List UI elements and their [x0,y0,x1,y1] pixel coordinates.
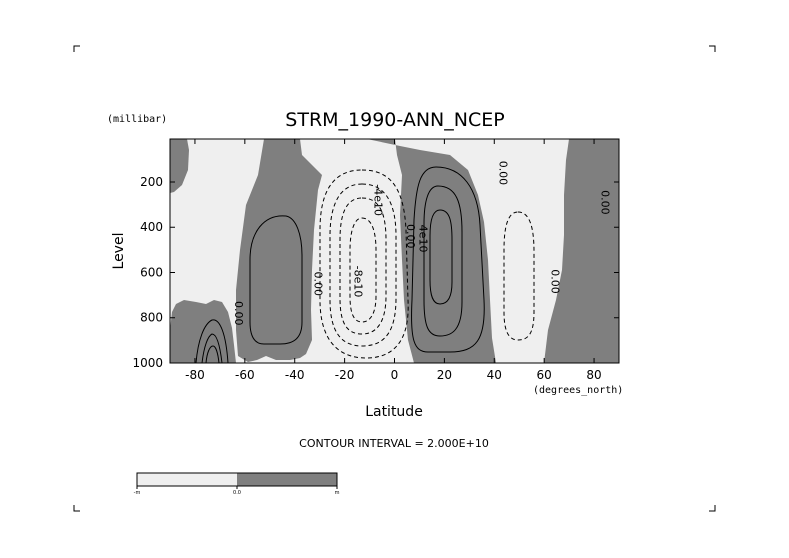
y-axis: 200 400 600 800 1000 [132,175,619,370]
x-tick-label: 80 [586,368,601,382]
contour-label: 0.00 [404,224,417,249]
contour-positive-2 [411,166,485,353]
positive-region-north [544,139,619,363]
y-tick-label: 600 [140,265,163,279]
contour-positive-3 [423,185,463,337]
y-tick-label: 200 [140,175,163,189]
x-tick-label: 20 [437,368,452,382]
contour-negative-1 [319,169,409,359]
contour-negative-2 [329,183,397,347]
x-axis-label: Latitude [365,404,423,420]
x-units: (degrees_north) [533,385,623,396]
chart-title: STRM_1990-ANN_NCEP [285,109,504,131]
positive-region-southern-cell [236,139,322,362]
contour-interval: CONTOUR INTERVAL = 2.000E+10 [299,437,489,450]
x-axis: -80 -60 -40 -20 0 20 40 60 80 [185,139,602,382]
y-tick-label: 800 [140,311,163,325]
y-tick-label: 400 [140,220,163,234]
contour-label: 0.00 [232,301,245,326]
y-axis-label: Level [111,233,127,270]
x-tick-label: -20 [335,368,355,382]
y-tick-label: 1000 [132,356,163,370]
x-tick-label: -80 [185,368,205,382]
contour-polar-1 [195,319,229,364]
contour-polar-2 [201,333,223,364]
contour-label: 0.00 [599,190,612,215]
contour-label: -8e10 [352,266,365,298]
colorbar: -m 0.0 m [134,472,340,496]
contour-label: -4e10 [372,184,385,216]
dashed-contours [319,169,535,359]
colorbar-negative [137,473,237,486]
crop-marks [73,45,716,512]
x-tick-label: -60 [235,368,255,382]
solid-contours [195,166,485,364]
x-tick-label: 0 [391,368,399,382]
contour-positive-1 [249,215,303,345]
contour-label: 0.00 [549,269,562,294]
positive-region-south [170,139,189,193]
contour-label: 0.00 [496,161,509,186]
x-tick-label: -40 [285,368,305,382]
colorbar-label-zero: 0.0 [233,490,241,496]
contour-label: 4e10 [416,225,429,253]
x-tick-label: 60 [537,368,552,382]
contour-positive-4 [429,209,453,305]
x-tick-label: 40 [487,368,502,382]
y-units: (millibar) [107,114,167,125]
colorbar-label-max: m [335,490,340,496]
contour-label: 0.00 [312,272,325,297]
colorbar-positive [237,473,337,486]
colorbar-label-min: -m [134,490,141,496]
contour-negative-north [503,211,535,341]
positive-region-northern-cell [367,139,496,363]
contour-negative-3 [339,197,387,335]
contour-polar-3 [205,345,220,364]
